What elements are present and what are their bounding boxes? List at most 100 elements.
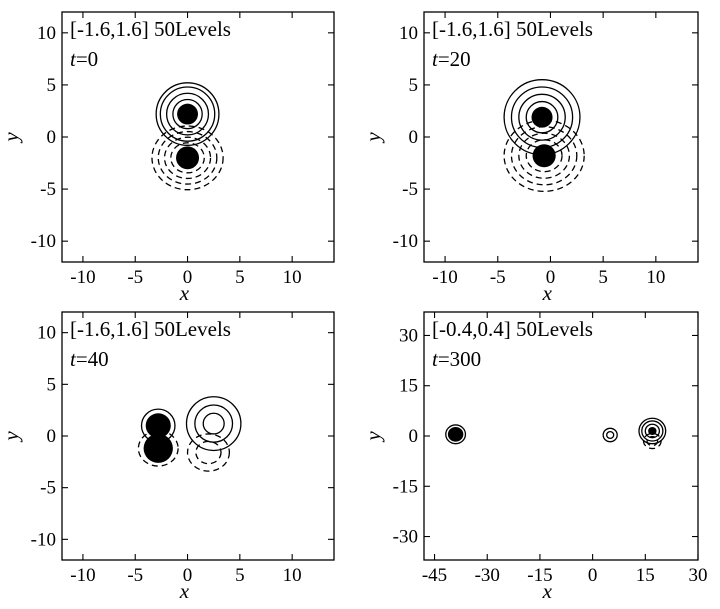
panel-a: -10 -5 0 5 10 -10 -5 0 5 10 x y [-1.6,1.6] 50Levels t… [0,11,335,305]
x-tick-label: -5 [490,267,506,288]
contour-line-positive [165,92,210,136]
vortex-core-negative [532,144,556,168]
vortex-core-positive [177,103,199,125]
x-tick-label: -10 [70,267,95,288]
contour-line-negative [137,430,179,467]
contour-line-positive [445,424,467,445]
contour-line-positive [638,417,667,445]
time-annotation: t=40 [70,347,109,371]
x-tick-label: -10 [432,267,457,288]
contour-line-negative [195,440,222,465]
contour-line-positive [159,86,216,142]
x-tick-label: 15 [636,565,655,586]
contour-line-negative [510,126,578,186]
contour-field [503,79,585,193]
y-tick-label: 10 [399,23,418,44]
x-tick-label: 30 [689,565,708,586]
contour-line-negative [170,142,205,174]
y-axis-label: y [0,132,23,144]
y-axis-label: y [361,132,385,144]
vortex-core-positive [531,106,553,128]
level-range-annotation: [-1.6,1.6] 50Levels [70,317,231,341]
panel-b: -10 -5 0 5 10 -10 -5 0 5 10 x y [-1.6,1.6] 50Levels t… [361,11,699,305]
vortex-core-positive [648,426,657,435]
y-tick-label: -10 [31,231,56,252]
contour-line-negative [642,432,662,450]
contour-line-negative [518,132,571,179]
x-tick-label: 0 [183,267,193,288]
x-tick-label: 0 [183,565,193,586]
y-axis-label: y [361,431,385,443]
contour-line-negative [646,435,659,447]
time-annotation: t=300 [432,347,481,371]
x-tick-label: -5 [127,267,143,288]
level-range-annotation: [-1.6,1.6] 50Levels [70,17,231,41]
x-tick-label: -15 [527,565,552,586]
y-tick-label: -10 [31,529,56,550]
x-tick-label: -10 [70,565,95,586]
x-tick-label: -45 [422,565,447,586]
contour-line-negative [157,130,218,185]
x-axis-label: x [542,281,553,305]
x-tick-label: 10 [646,267,665,288]
vortex-core-negative [143,433,173,463]
contour-line-positive [641,420,664,442]
y-tick-label: 10 [37,323,56,344]
y-tick-label: 10 [37,23,56,44]
y-tick-label: 0 [409,127,419,148]
time-annotation: t=20 [432,47,471,71]
level-range-annotation: [-1.6,1.6] 50Levels [432,17,593,41]
x-tick-label: 5 [598,267,608,288]
contour-line-positive [172,98,203,130]
y-tick-label: 5 [409,75,419,96]
plot-frame [61,11,335,263]
y-tick-label: 30 [399,325,418,346]
x-tick-label: 5 [235,267,245,288]
x-tick-label: 10 [283,267,302,288]
y-tick-label: 15 [399,376,418,397]
x-tick-label: -5 [127,565,143,586]
y-axis-label: y [0,431,23,443]
contour-field [151,82,224,191]
y-tick-label: 5 [47,75,57,96]
contour-line-negative [525,139,563,173]
vortex-core-negative [176,146,200,170]
y-tick-label: -15 [393,476,418,497]
contour-line-positive [155,82,220,146]
y-tick-label: -5 [402,179,418,200]
contour-line-positive [644,423,661,439]
x-tick-label: 5 [235,565,245,586]
y-tick-label: -5 [40,478,56,499]
x-tick-label: -30 [475,565,500,586]
x-tick-label: 10 [283,565,302,586]
x-axis-label: x [179,579,190,603]
y-tick-label: 0 [47,127,57,148]
x-axis-label: x [542,579,553,603]
x-tick-label: 0 [546,267,556,288]
contour-line-negative [186,433,231,472]
level-range-annotation: [-0.4,0.4] 50Levels [432,317,593,341]
contour-line-negative [151,125,224,191]
y-tick-label: 5 [47,374,57,395]
vortex-core-positive [447,426,464,442]
contour-line-positive [202,412,225,435]
y-tick-label: -5 [40,179,56,200]
panel-c: -10 -5 0 5 10 -10 -5 0 5 10 x y [-1.6,1.6] 50Levels t… [0,311,335,603]
contour-field [445,417,667,450]
y-tick-label: 0 [47,426,57,447]
y-tick-label: 0 [409,426,419,447]
y-tick-label: -30 [393,527,418,548]
y-tick-label: -10 [393,231,418,252]
contour-line-negative [163,136,212,180]
contour-line-positive [606,430,615,439]
contour-line-positive [525,100,559,134]
x-axis-label: x [179,281,190,305]
contour-line-positive [194,404,234,443]
contour-field [137,396,242,472]
contour-line-positive [185,396,242,452]
contour-line-positive [602,427,618,443]
contour-line-positive [518,93,566,141]
time-annotation: t=0 [70,47,98,71]
